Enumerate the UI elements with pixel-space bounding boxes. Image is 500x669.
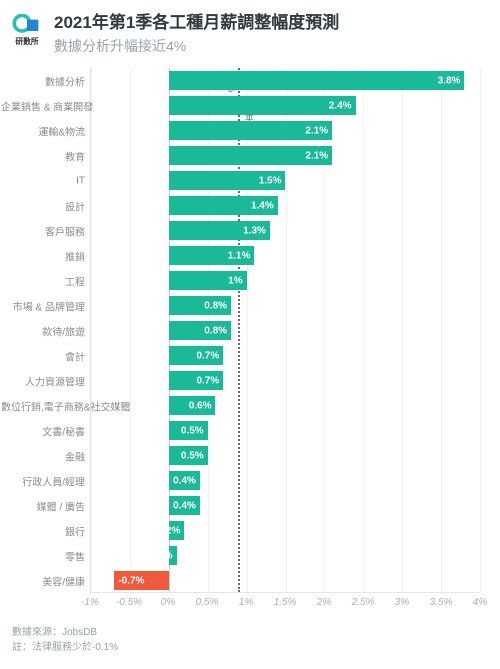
value-label: 0.4% — [169, 475, 200, 486]
footer-source: 數據來源：JobsDB — [12, 625, 488, 640]
category-label: 款待/旅遊 — [1, 323, 91, 338]
category-label: 行政人員/經理 — [1, 473, 91, 488]
bar-row: 客戶服務1.3% — [91, 218, 480, 243]
gridline — [480, 68, 481, 592]
category-label: 金融 — [1, 448, 91, 463]
page-title: 2021年第1季各工種月薪調整幅度預測 — [54, 12, 484, 34]
x-tick-label: 3% — [395, 597, 409, 608]
category-label: 文書/秘書 — [1, 423, 91, 438]
value-label: 0.1% — [146, 550, 177, 561]
bar-row: 文書/秘書0.5% — [91, 418, 480, 443]
bar-row: 企業銷售 & 商業開發2.4% — [91, 93, 480, 118]
value-label: 1.4% — [247, 200, 278, 211]
value-label: 2.4% — [325, 100, 356, 111]
x-tick-label: -1% — [81, 597, 99, 608]
category-label: 教育 — [1, 148, 91, 163]
bar-row: 設計1.4% — [91, 193, 480, 218]
bar-row: 美容/健康-0.7% — [91, 568, 480, 593]
value-label: 1% — [224, 275, 246, 286]
logo-icon: 研數所 — [10, 14, 44, 48]
x-tick-label: 2.5% — [352, 597, 375, 608]
bar-row: IT1.5% — [91, 168, 480, 193]
category-label: 會計 — [1, 348, 91, 363]
category-label: 市場 & 品牌管理 — [1, 298, 91, 313]
x-tick-label: 1% — [239, 597, 253, 608]
title-block: 2021年第1季各工種月薪調整幅度預測 數據分析升幅接近4% — [54, 12, 484, 56]
bar-row: 零售0.1% — [91, 543, 480, 568]
x-tick-label: 3.5% — [430, 597, 453, 608]
footer-note: 註：法律服務少於-0.1% — [12, 640, 488, 655]
bar-row: 銀行0.2% — [91, 518, 480, 543]
x-tick-label: 1.5% — [274, 597, 297, 608]
x-tick-label: 4% — [473, 597, 487, 608]
x-axis: -1%-0.5%0%0.5%1%1.5%2%2.5%3%3.5%4% — [90, 593, 480, 617]
x-tick-label: 0.5% — [196, 597, 219, 608]
x-tick-label: 0% — [161, 597, 175, 608]
bar-row: 行政人員/經理0.4% — [91, 468, 480, 493]
category-label: 數位行銷,電子商務&社交媒體 — [1, 398, 91, 413]
bar-row: 媒體 / 廣告0.4% — [91, 493, 480, 518]
value-label: 0.2% — [154, 525, 185, 536]
bar-row: 推銷1.1% — [91, 243, 480, 268]
value-label: 1.5% — [255, 175, 286, 186]
category-label: 零售 — [1, 548, 91, 563]
value-label: 0.5% — [177, 450, 208, 461]
category-label: 人力資源管理 — [1, 373, 91, 388]
svg-text:研數所: 研數所 — [15, 36, 39, 46]
bar-row: 教育2.1% — [91, 143, 480, 168]
category-label: 設計 — [1, 198, 91, 213]
salary-forecast-chart: 0.8%預測平均數據分析3.8%企業銷售 & 商業開發2.4%運輸&物流2.1%… — [0, 64, 500, 617]
category-label: 媒體 / 廣告 — [1, 498, 91, 513]
category-label: 推銷 — [1, 248, 91, 263]
value-label: 0.7% — [192, 350, 223, 361]
value-label: 0.6% — [185, 400, 216, 411]
bar-row: 數位行銷,電子商務&社交媒體0.6% — [91, 393, 480, 418]
value-label: 0.5% — [177, 425, 208, 436]
category-label: 銀行 — [1, 523, 91, 538]
value-label: 1.1% — [224, 250, 255, 261]
category-label: 客戶服務 — [1, 223, 91, 238]
category-label: 美容/健康 — [1, 573, 91, 588]
value-label: 0.8% — [200, 300, 231, 311]
bar-row: 運輸&物流2.1% — [91, 118, 480, 143]
bar-row: 工程1% — [91, 268, 480, 293]
value-label: 0.7% — [192, 375, 223, 386]
x-tick-label: 2% — [317, 597, 331, 608]
bar-row: 款待/旅遊0.8% — [91, 318, 480, 343]
bar-row: 市場 & 品牌管理0.8% — [91, 293, 480, 318]
bar — [169, 71, 465, 90]
value-label: 2.1% — [301, 150, 332, 161]
value-label: 0.4% — [169, 500, 200, 511]
category-label: 工程 — [1, 273, 91, 288]
value-label: 3.8% — [434, 75, 465, 86]
category-label: 企業銷售 & 商業開發 — [1, 98, 91, 113]
value-label: 2.1% — [301, 125, 332, 136]
plot-area: 0.8%預測平均數據分析3.8%企業銷售 & 商業開發2.4%運輸&物流2.1%… — [90, 68, 480, 593]
bar-row: 會計0.7% — [91, 343, 480, 368]
x-tick-label: -0.5% — [116, 597, 142, 608]
header: 研數所 2021年第1季各工種月薪調整幅度預測 數據分析升幅接近4% — [0, 0, 500, 64]
footer: 數據來源：JobsDB 註：法律服務少於-0.1% — [0, 617, 500, 669]
category-label: 數據分析 — [1, 73, 91, 88]
value-label: 0.8% — [200, 325, 231, 336]
value-label: 1.3% — [239, 225, 270, 236]
page-subtitle: 數據分析升幅接近4% — [54, 36, 484, 56]
value-label: -0.7% — [114, 575, 148, 586]
category-label: 運輸&物流 — [1, 123, 91, 138]
bar-row: 金融0.5% — [91, 443, 480, 468]
bar-row: 人力資源管理0.7% — [91, 368, 480, 393]
category-label: IT — [1, 175, 91, 186]
bar-row: 數據分析3.8% — [91, 68, 480, 93]
